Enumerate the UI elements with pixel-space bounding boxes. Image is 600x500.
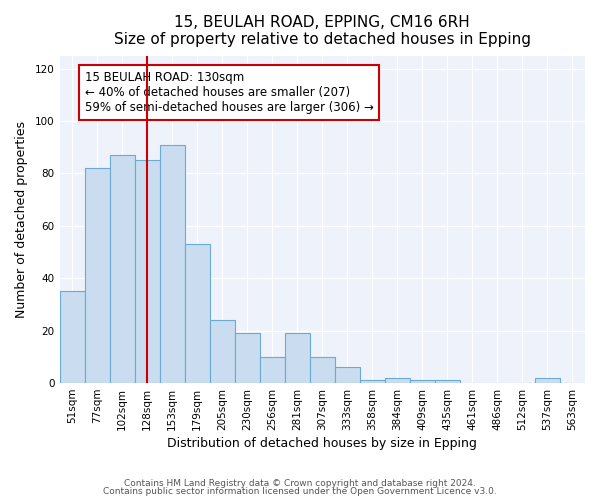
X-axis label: Distribution of detached houses by size in Epping: Distribution of detached houses by size … — [167, 437, 477, 450]
Text: Contains public sector information licensed under the Open Government Licence v3: Contains public sector information licen… — [103, 487, 497, 496]
Bar — [85, 168, 110, 383]
Bar — [285, 334, 310, 383]
Text: Contains HM Land Registry data © Crown copyright and database right 2024.: Contains HM Land Registry data © Crown c… — [124, 478, 476, 488]
Bar — [160, 144, 185, 383]
Bar — [335, 368, 360, 383]
Y-axis label: Number of detached properties: Number of detached properties — [15, 121, 28, 318]
Bar — [235, 334, 260, 383]
Bar — [110, 155, 134, 383]
Title: 15, BEULAH ROAD, EPPING, CM16 6RH
Size of property relative to detached houses i: 15, BEULAH ROAD, EPPING, CM16 6RH Size o… — [114, 15, 531, 48]
Bar — [59, 292, 85, 383]
Bar — [410, 380, 435, 383]
Text: 15 BEULAH ROAD: 130sqm
← 40% of detached houses are smaller (207)
59% of semi-de: 15 BEULAH ROAD: 130sqm ← 40% of detached… — [85, 71, 373, 114]
Bar — [134, 160, 160, 383]
Bar — [435, 380, 460, 383]
Bar — [310, 357, 335, 383]
Bar — [209, 320, 235, 383]
Bar — [360, 380, 385, 383]
Bar — [535, 378, 560, 383]
Bar — [185, 244, 209, 383]
Bar — [385, 378, 410, 383]
Bar — [260, 357, 285, 383]
